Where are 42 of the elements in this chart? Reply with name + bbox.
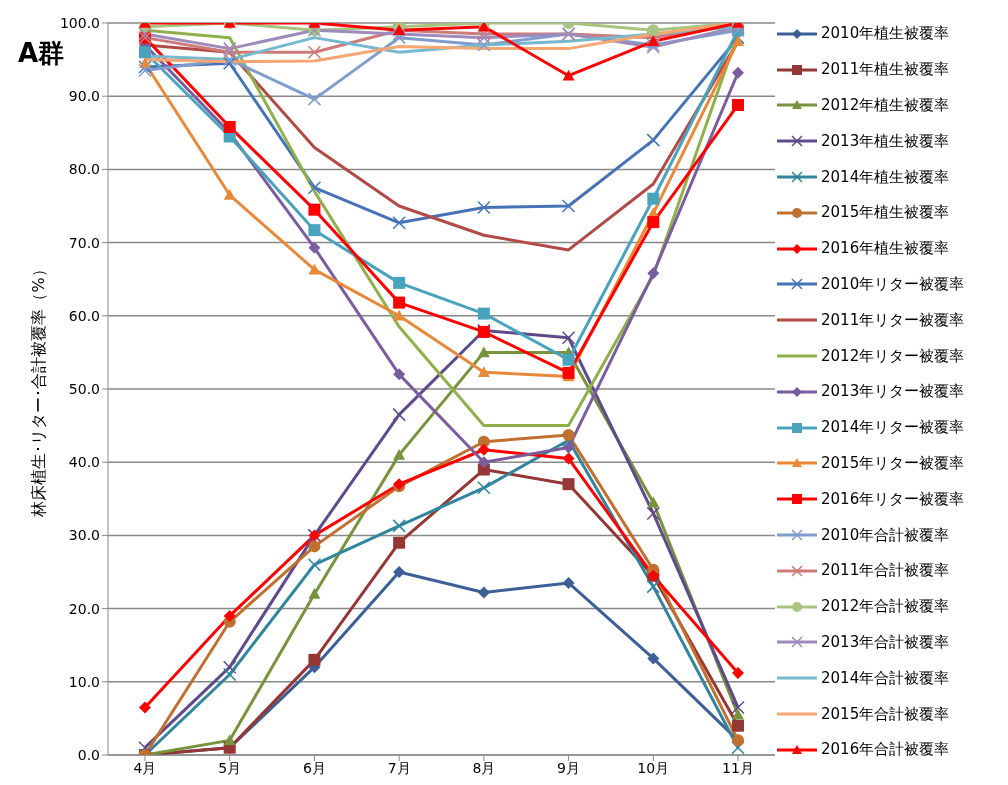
legend-label: 2014年植生被覆率 [821, 167, 950, 187]
x-tick-label: 11月 [722, 759, 754, 776]
y-axis-title: 林床植生･リター･合計被覆率（%） [28, 261, 48, 518]
legend-label: 2013年リター被覆率 [821, 382, 965, 402]
y-tick-label: 100.0 [59, 14, 100, 31]
y-tick-label: 0.0 [77, 746, 100, 763]
y-tick-label: 10.0 [68, 673, 100, 690]
legend-label: 2013年合計被覆率 [821, 632, 950, 652]
legend-label: 2016年合計被覆率 [821, 740, 950, 760]
legend-label: 2015年合計被覆率 [821, 704, 950, 724]
y-tick-label: 20.0 [68, 600, 100, 617]
legend-label: 2011年植生被覆率 [821, 60, 950, 80]
legend-label: 2014年合計被覆率 [821, 668, 950, 688]
legend-label: 2012年リター被覆率 [821, 346, 965, 366]
legend-label: 2011年リター被覆率 [821, 310, 965, 330]
legend-label: 2010年リター被覆率 [821, 274, 965, 294]
legend-label: 2010年植生被覆率 [821, 24, 950, 44]
legend-label: 2016年植生被覆率 [821, 239, 950, 259]
y-tick-label: 90.0 [68, 88, 100, 105]
legend-label: 2011年合計被覆率 [821, 561, 950, 581]
x-tick-label: 5月 [218, 759, 242, 776]
y-tick-label: 50.0 [68, 380, 100, 397]
legend-label: 2014年リター被覆率 [821, 418, 965, 438]
x-tick-label: 10月 [637, 759, 670, 776]
y-tick-label: 80.0 [68, 161, 100, 178]
legend-label: 2012年植生被覆率 [821, 95, 950, 115]
x-tick-label: 6月 [302, 759, 326, 776]
legend-label: 2015年植生被覆率 [821, 203, 950, 223]
legend-label: 2013年植生被覆率 [821, 131, 950, 151]
text: A群 [18, 37, 65, 70]
legend-label: 2016年リター被覆率 [821, 489, 965, 509]
y-tick-label: 60.0 [68, 307, 100, 324]
x-tick-label: 7月 [387, 759, 411, 776]
x-tick-label: 4月 [133, 759, 157, 776]
x-tick-label: 9月 [557, 759, 581, 776]
y-tick-label: 40.0 [68, 454, 100, 471]
y-tick-label: 70.0 [68, 234, 100, 251]
y-tick-label: 30.0 [68, 527, 100, 544]
legend-label: 2015年リター被覆率 [821, 453, 965, 473]
x-tick-label: 8月 [472, 759, 496, 776]
legend-label: 2010年合計被覆率 [821, 525, 950, 545]
legend-label: 2012年合計被覆率 [821, 597, 950, 617]
